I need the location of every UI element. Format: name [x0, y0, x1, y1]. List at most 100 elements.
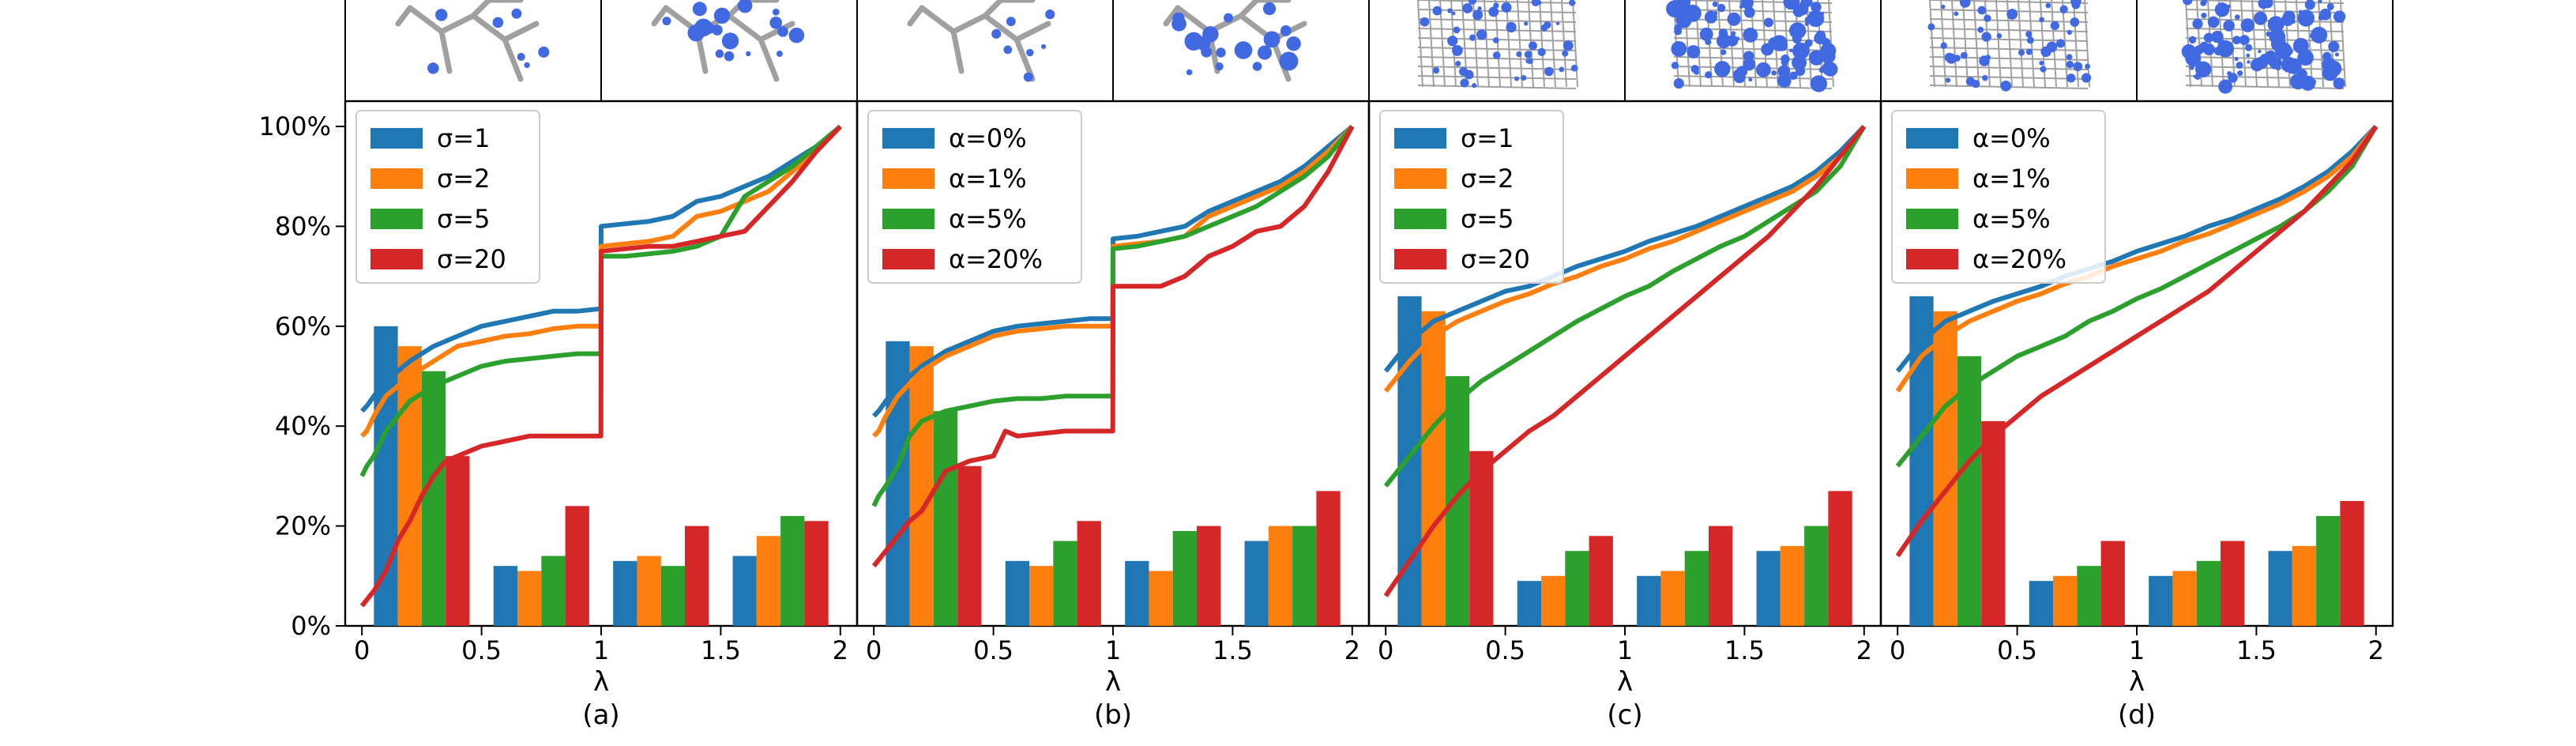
legend-label: α=1%: [949, 164, 1027, 194]
network-edge: [1572, 0, 1578, 88]
network-edge: [1984, 0, 1991, 88]
network-node: [1982, 74, 1988, 81]
network-node: [776, 51, 783, 58]
network-node: [1940, 42, 1947, 49]
bar: [493, 566, 518, 626]
network-edge: [1417, 47, 1577, 51]
network-node: [2247, 60, 2251, 64]
bar: [613, 560, 637, 626]
bar: [1660, 571, 1685, 626]
network-node: [1755, 62, 1771, 77]
network-node: [2203, 32, 2214, 43]
network-node: [1524, 21, 1529, 26]
network-node: [2181, 43, 2197, 59]
panel-label: (b): [1094, 699, 1132, 731]
network-node: [1675, 0, 1691, 10]
network-thumbnails: [344, 0, 805, 101]
legend: σ=1 σ=2 σ=5 σ=20: [1379, 110, 1564, 284]
bar: [1149, 571, 1173, 626]
network-node: [1771, 70, 1777, 76]
network-node: [2318, 14, 2324, 21]
network-edge: [1929, 47, 2089, 51]
network-node: [2234, 57, 2239, 62]
network-thumbnail: [1666, 0, 1838, 92]
bar: [1828, 491, 1852, 626]
network-edge: [1238, 0, 1260, 19]
network-node: [1687, 45, 1701, 58]
bar: [1684, 551, 1709, 626]
network-edge: [651, 5, 669, 27]
network-node: [1492, 37, 1499, 43]
network-node: [1739, 5, 1743, 9]
network-node: [1717, 38, 1723, 43]
network-node: [2040, 66, 2047, 73]
network-node: [1808, 50, 1825, 66]
network-node: [2267, 16, 2285, 33]
network-node: [713, 7, 731, 24]
panel-label: (a): [582, 699, 619, 731]
network-node: [1040, 43, 1047, 50]
panel-a: 0 0.5 1 1.5 2 λ(a) 0% 20% 40% 60% 80% 100% σ=1 σ=2 σ=5…: [259, 0, 859, 731]
network-node: [2304, 0, 2315, 10]
network-node: [1262, 2, 1277, 16]
network-node: [1674, 24, 1683, 32]
network-thumbnails: [1368, 0, 1838, 101]
x-axis-label: λ: [593, 666, 609, 698]
network-node: [1003, 45, 1013, 55]
bar: [2077, 566, 2101, 626]
legend-swatch: [882, 249, 935, 269]
x-tick-label: 0.5: [1997, 635, 2037, 665]
network-edge: [2185, 75, 2345, 80]
bar: [1756, 551, 1781, 626]
lines: [1383, 124, 1867, 597]
legend-label: σ=1: [1461, 123, 1514, 153]
network-node: [1464, 70, 1474, 80]
bar: [2196, 560, 2221, 626]
series-line: [359, 124, 842, 477]
network-node: [1432, 6, 1442, 16]
network-node: [1807, 9, 1825, 28]
network-node: [2239, 35, 2250, 46]
bar: [1565, 551, 1589, 626]
network-edge: [2185, 85, 2345, 89]
y-axis: 0% 20% 40% 60% 80% 100%: [259, 111, 345, 641]
y-tick-label: 80%: [275, 211, 331, 241]
network-edge: [2185, 9, 2345, 13]
network-node: [2189, 65, 2194, 70]
legend-box: [867, 110, 1082, 284]
bar: [1005, 560, 1030, 626]
network-node: [1671, 62, 1679, 70]
network-node: [1544, 66, 1554, 77]
legend-swatch: [882, 168, 935, 189]
bar: [1637, 575, 1661, 626]
network-node: [1673, 77, 1684, 89]
network-edge: [1951, 0, 1957, 88]
x-tick-label: 1.5: [701, 635, 741, 665]
network-edge: [470, 0, 492, 19]
lines: [1895, 124, 2379, 558]
bar: [1517, 581, 1542, 626]
bar: [2316, 515, 2341, 626]
bar: [517, 571, 542, 626]
network-node: [1469, 34, 1476, 41]
x-tick-label: 1: [1617, 635, 1633, 665]
network-node: [1675, 11, 1692, 28]
network-node: [2202, 43, 2215, 56]
network-node: [1713, 10, 1718, 16]
network-node: [712, 24, 723, 36]
network-edge: [2207, 0, 2213, 88]
legend-swatch: [1394, 168, 1446, 189]
network-node: [1972, 79, 1980, 89]
network-node: [746, 51, 751, 57]
x-tick-label: 0.5: [1485, 635, 1525, 665]
network-node: [692, 2, 707, 17]
network-node: [772, 8, 780, 16]
x-axis-label: λ: [1105, 666, 1121, 698]
network-node: [1705, 71, 1713, 79]
network-node: [1529, 41, 1537, 51]
network-edge: [407, 5, 445, 35]
legend-swatch: [370, 168, 423, 189]
network-node: [2039, 17, 2045, 23]
x-tick-label: 0.5: [973, 635, 1013, 665]
